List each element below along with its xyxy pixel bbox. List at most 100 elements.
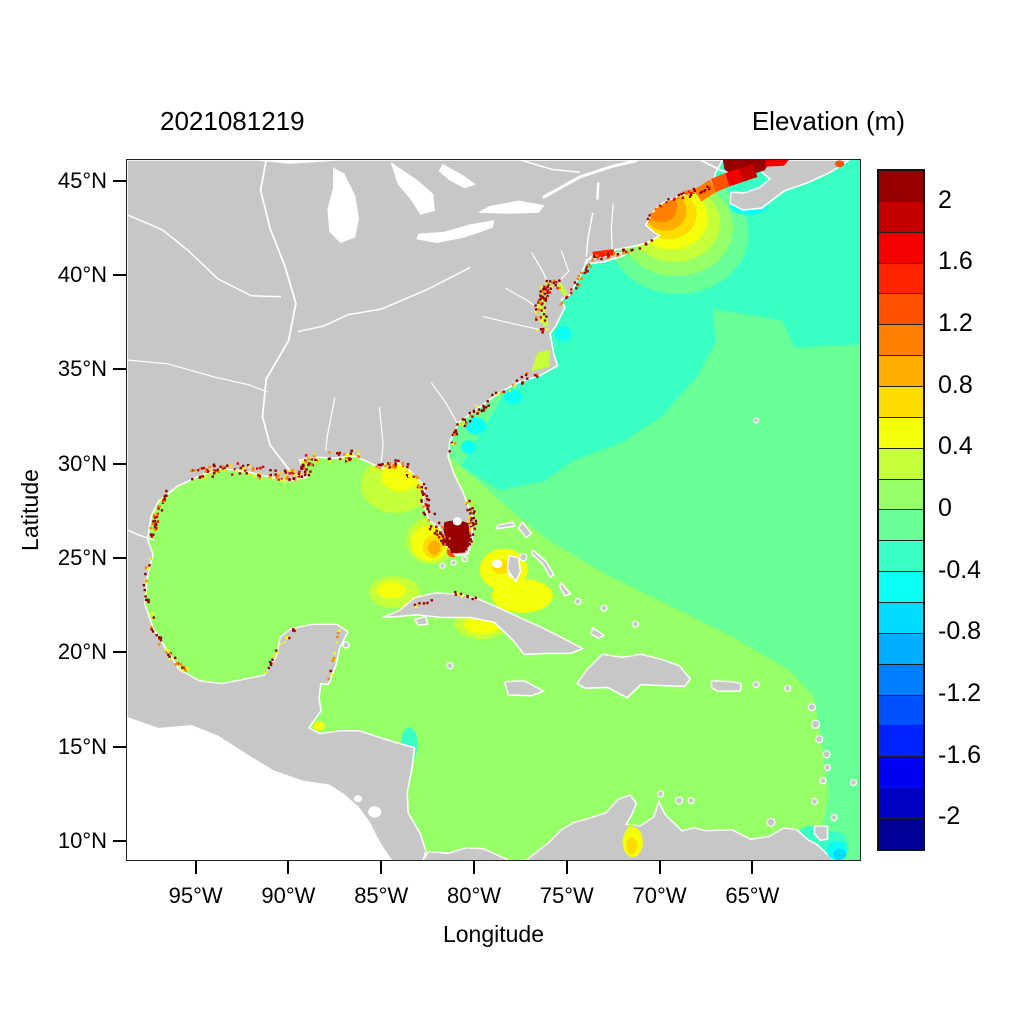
ocean-nw-atlantic — [461, 160, 860, 491]
island-dot-curacao — [674, 796, 684, 805]
y-tick-mark — [113, 557, 126, 560]
x-tick-mark — [380, 861, 383, 874]
land-nova-scotia — [729, 160, 851, 211]
island-dot-barbados — [849, 778, 858, 787]
land-north-america — [127, 160, 724, 860]
island-dot-aruba — [656, 790, 665, 798]
potomac-river — [505, 287, 543, 312]
land-eleuthera — [530, 549, 555, 578]
colorbar-cell — [879, 447, 923, 479]
colorbar-tick-label: -1.6 — [938, 740, 982, 769]
colorbar-tick-label: 1.2 — [938, 309, 973, 338]
y-tick-label: 15°N — [57, 733, 107, 759]
island-dot-bermuda — [752, 417, 760, 424]
land-inagua — [590, 626, 606, 640]
land-puerto-rico — [710, 680, 743, 692]
tombigbee-river — [325, 397, 336, 451]
colorbar-tick-label: -0.4 — [938, 555, 982, 584]
colorbar-cell — [879, 355, 923, 387]
island-dot-grenada — [810, 797, 819, 806]
colorbar-cell — [879, 663, 923, 695]
colorbar-cell — [879, 509, 923, 541]
land-trinidad — [813, 825, 829, 841]
bahama-bank-white-1 — [492, 559, 503, 568]
colorbar-tick-label: 1.6 — [938, 247, 973, 276]
mississippi-river — [259, 160, 297, 472]
ottawa-river — [520, 160, 580, 174]
island-dot-grand-cayman — [446, 662, 454, 670]
bay-of-fundy-seg-darkred — [738, 163, 758, 182]
island-dot-guadeloupe — [810, 719, 821, 729]
map-plot — [126, 159, 861, 861]
land-jamaica — [503, 680, 546, 697]
cape-breton-orange-spot — [835, 160, 845, 168]
land-panama — [422, 846, 510, 860]
colorbar — [877, 169, 925, 851]
island-dot-st-martin — [783, 684, 792, 692]
x-tick-label: 75°W — [539, 883, 594, 908]
x-tick-label: 65°W — [725, 883, 780, 908]
savannah-river — [430, 382, 458, 424]
colorbar-tick-label: 2 — [938, 185, 952, 214]
northumberland-red — [765, 160, 789, 167]
speckles-big-bend — [373, 459, 419, 479]
colorbar-cell — [879, 171, 923, 201]
se-florida-darkred — [443, 519, 471, 554]
island-dot-marathon-key — [450, 559, 457, 566]
speckles-se-coast — [448, 372, 539, 453]
y-tick-mark — [113, 274, 126, 277]
rio-grande — [127, 529, 156, 541]
lake-erie — [416, 220, 495, 243]
bay-of-fundy-seg-red — [725, 168, 744, 187]
speckles-mid-atlantic — [559, 239, 653, 306]
island-dot-new-providence — [519, 553, 528, 562]
gulf-honduras-yellow — [313, 721, 325, 731]
colorbar-cell — [879, 787, 923, 819]
sw-florida-orange — [428, 540, 441, 555]
y-axis-title: Latitude — [17, 469, 43, 551]
x-tick-mark — [194, 861, 197, 874]
map-canvas — [127, 160, 860, 860]
colorbar-cell — [879, 602, 923, 633]
land-south-america — [525, 793, 835, 860]
delaware-river — [559, 250, 570, 281]
colorbar-title: Elevation (m) — [751, 106, 905, 136]
se-coast-cyan-2 — [503, 389, 523, 405]
missouri-river — [127, 214, 282, 298]
island-dot-tobago — [830, 813, 838, 822]
colorbar-cell — [879, 416, 923, 448]
connecticut-river — [610, 203, 614, 251]
lake-champlain — [596, 182, 600, 200]
island-dot-crooked — [574, 597, 582, 606]
x-tick-mark — [658, 861, 661, 874]
y-tick-mark — [113, 745, 126, 748]
hudson-river — [585, 212, 594, 257]
island-dot-cozumel — [342, 641, 350, 649]
long-island-sound-red — [592, 249, 615, 258]
speckles-north-gulf-coast — [190, 449, 361, 484]
x-tick-label: 85°W — [354, 883, 409, 908]
island-dot-bonaire — [687, 796, 695, 805]
colorbar-cell — [879, 632, 923, 664]
land-isla-juventud — [413, 615, 429, 626]
colorbar-tick-label: -2 — [938, 802, 961, 831]
y-tick-label: 20°N — [57, 639, 107, 665]
lake-nicaragua — [368, 806, 382, 818]
island-dot-key-west — [439, 562, 446, 569]
lake-ontario — [477, 200, 545, 214]
island-dot-martinique — [822, 750, 831, 759]
land-andros — [506, 554, 522, 584]
colorbar-cell — [879, 386, 923, 417]
x-tick-label: 95°W — [168, 883, 223, 908]
island-dot-virgin — [752, 680, 760, 689]
x-tick-label: 80°W — [446, 883, 502, 908]
colorbar-cell — [879, 756, 923, 788]
arkansas-river — [127, 359, 269, 393]
island-dot-st-vincent — [819, 777, 827, 785]
speckles-campeche — [264, 628, 297, 674]
speckles-florida-west — [416, 483, 455, 548]
colorbar-cell — [879, 262, 923, 294]
james-river — [483, 316, 541, 331]
island-dot-turks — [631, 620, 640, 628]
lake-managua — [353, 795, 363, 803]
